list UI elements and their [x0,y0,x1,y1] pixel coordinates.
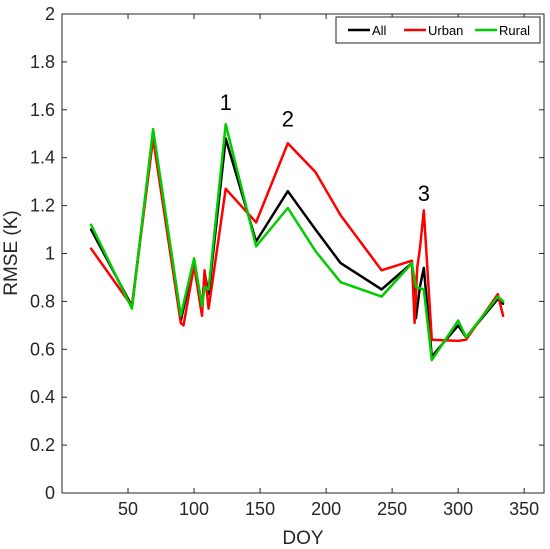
plot-area [61,13,545,494]
x-tick-label: 50 [118,499,138,519]
y-tick-label: 1.4 [30,148,55,168]
y-axis: 0 0.2 0.4 0.6 0.8 1 1.2 1.4 1.6 1.8 2 [30,4,544,503]
y-tick-label: 1.2 [30,196,55,216]
x-tick-label: 250 [377,499,407,519]
peak-annotations: 1 2 3 [220,90,430,206]
x-tick-label: 150 [245,499,275,519]
x-axis: 50 100 150 200 250 300 350 [118,14,539,519]
series-lines [89,122,505,362]
y-tick-label: 1.8 [30,52,55,72]
y-tick-label: 0.6 [30,339,55,359]
x-axis-title: DOY [282,528,324,549]
y-tick-label: 2 [45,4,55,24]
legend: All Urban Rural [335,16,541,44]
y-tick-label: 0 [45,483,55,503]
x-tick-label: 100 [179,499,209,519]
series-line-rural [89,122,505,362]
annotation-label: 3 [418,181,430,206]
x-tick-label: 350 [509,499,539,519]
y-tick-label: 0.8 [30,291,55,311]
legend-label-urban: Urban [428,23,463,38]
x-tick-label: 200 [311,499,341,519]
y-tick-label: 0.2 [30,435,55,455]
y-tick-label: 0.4 [30,387,55,407]
y-tick-label: 1 [45,244,55,264]
annotation-label: 2 [282,107,294,132]
y-tick-label: 1.6 [30,100,55,120]
y-axis-title: RMSE (K) [1,210,22,296]
x-tick-label: 300 [443,499,473,519]
legend-label-rural: Rural [499,23,530,38]
legend-label-all: All [372,23,387,38]
annotation-label: 1 [220,90,232,115]
series-line-urban [89,137,505,343]
